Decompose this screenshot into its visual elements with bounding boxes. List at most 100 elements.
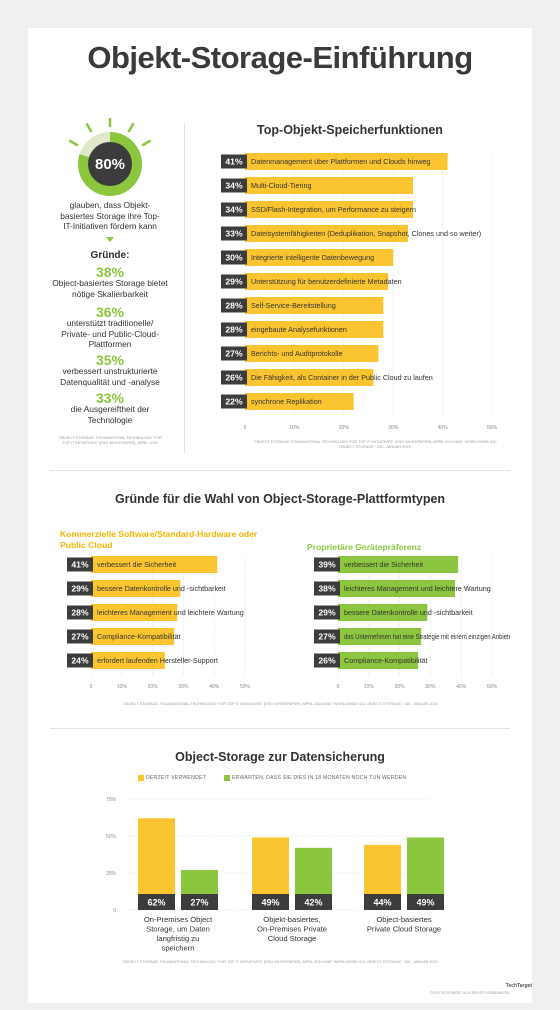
value-label: 33%: [225, 229, 243, 239]
stat-text: glauben, dass Objekt-basiertes Storage i…: [60, 200, 160, 231]
category-label: Self-Service-Bereitstellung: [251, 301, 336, 310]
value-label: 27%: [318, 632, 336, 642]
value-label: 29%: [225, 277, 243, 287]
x-tick-label: 30%: [425, 684, 436, 690]
bar: [245, 297, 384, 314]
value-label: 49%: [416, 898, 434, 908]
x-tick-label: 40%: [209, 684, 220, 690]
category-label: leichteres Management und leichtere Wart…: [97, 608, 244, 617]
stat-donut: 80%: [68, 118, 152, 196]
category-label: erfordert laufenden Hersteller-Support: [97, 656, 218, 665]
category-label: Cloud Storage: [268, 934, 317, 943]
category-label: verbessert die Sicherheit: [344, 560, 423, 569]
x-tick-label: 50%: [487, 684, 498, 690]
value-label-box: [364, 894, 401, 910]
category-label: Compliance-Kompatibilität: [344, 656, 428, 665]
page-title: Objekt-Storage-Einführung: [87, 40, 473, 75]
category-label: Die Fähigkeit, als Container in der Publ…: [251, 373, 433, 382]
value-label-box: [314, 605, 340, 620]
value-label: 28%: [225, 325, 243, 335]
category-label: Storage, um Daten: [146, 925, 210, 934]
chart4-data-protection: 0 25% 50% 75% 62% 27% On-Premises ObjectStorag…: [106, 797, 444, 953]
legend-label: derzeit verwendet: [146, 775, 206, 781]
reason-text: Object-basiertes Storage bietet nötige S…: [52, 278, 168, 299]
vertical-divider: [184, 124, 185, 454]
bar: [91, 604, 178, 621]
chart4-source-note: "Object storage: foundational technology…: [122, 960, 438, 964]
footer-brand-logo: TechTarget: [505, 983, 532, 989]
bar: [245, 273, 389, 290]
bar: [245, 345, 379, 362]
value-label: 27%: [190, 898, 208, 908]
legend-swatch-yellow: [138, 775, 144, 781]
value-label: 29%: [71, 584, 89, 594]
x-tick-label: 40%: [438, 425, 449, 431]
value-label: 30%: [225, 253, 243, 263]
donut-center: [88, 142, 132, 186]
category-label: On-Premises Private: [257, 925, 327, 934]
y-tick-label: 25%: [106, 871, 117, 877]
value-label: 49%: [261, 898, 279, 908]
value-label: 26%: [225, 373, 243, 383]
category-label: Integrierte intelligente Datenbewegung: [251, 253, 374, 262]
bar: [245, 249, 394, 266]
reason-text: verbessert unstrukturierte Datenqualität…: [60, 366, 160, 387]
value-label: 24%: [71, 656, 89, 666]
x-tick-label: 0: [90, 684, 93, 690]
reasons-heading: Gründe:: [90, 250, 130, 261]
x-tick-label: 20%: [395, 684, 406, 690]
value-label: 29%: [318, 608, 336, 618]
reason-text: unterstützt traditionelle/ Private- und …: [61, 318, 159, 349]
category-label: Private Cloud Storage: [367, 925, 441, 934]
x-tick-label: 20%: [148, 684, 159, 690]
category-label: On-Premises Object: [144, 915, 213, 924]
value-label-box: [314, 581, 340, 596]
ray-mark: [127, 122, 135, 133]
category-label: verbessert die Sicherheit: [97, 560, 176, 569]
value-label-box: [67, 629, 93, 644]
reason-text: die Ausgereiftheit der Technologie: [70, 404, 150, 425]
legend-label: erwarten, dass sie dies in 18 Monaten no…: [232, 775, 407, 781]
value-label-box: [221, 298, 247, 313]
value-label-box: [221, 370, 247, 385]
bar: [91, 652, 165, 669]
category-label: Unterstützung für benutzerdefinierte Met…: [251, 277, 402, 286]
value-label-box: [252, 894, 289, 910]
section-divider: [50, 728, 510, 729]
value-label: 44%: [373, 898, 391, 908]
value-label-box: [181, 894, 218, 910]
value-label-box: [221, 250, 247, 265]
value-label-box: [221, 154, 247, 169]
chart1-title: Top-Objekt-Speicherfunktionen: [257, 123, 443, 137]
bar: [245, 201, 413, 218]
bar: [91, 580, 181, 597]
value-label: 42%: [304, 898, 322, 908]
category-label: Object-basiertes: [376, 915, 431, 924]
y-tick-label: 75%: [106, 797, 117, 803]
chart3-subtitle: Proprietäre Gerätepräferenz: [307, 542, 422, 552]
category-label: das Unternehmen hat eine Strategie mit e…: [344, 632, 510, 641]
ray-mark: [68, 139, 79, 147]
bar: [338, 604, 428, 621]
value-label: 26%: [318, 656, 336, 666]
triangle-down-icon: [106, 237, 114, 242]
reason-value: 36%: [95, 304, 125, 320]
x-tick-label: 10%: [364, 684, 375, 690]
value-label-box: [314, 557, 340, 572]
chart2-title: Gründe für die Wahl von Object-Storage-P…: [114, 492, 446, 506]
category-label: speichern: [162, 944, 195, 953]
left-source-note: "Object storage: foundational technology…: [58, 436, 162, 445]
x-tick-label: 40%: [456, 684, 467, 690]
x-tick-label: 30%: [388, 425, 399, 431]
bar: [245, 177, 413, 194]
category-label: bessere Datenkontrolle und -sichtbarkeit: [97, 584, 226, 593]
value-label-box: [314, 653, 340, 668]
category-label: Berichts- und Auditprotokolle: [251, 349, 343, 358]
x-tick-label: 50%: [240, 684, 251, 690]
x-tick-label: 30%: [178, 684, 189, 690]
reason-value: 33%: [95, 390, 125, 406]
value-label: 41%: [71, 560, 89, 570]
bar: [91, 556, 218, 573]
x-tick-label: 10%: [117, 684, 128, 690]
value-label-box: [314, 629, 340, 644]
